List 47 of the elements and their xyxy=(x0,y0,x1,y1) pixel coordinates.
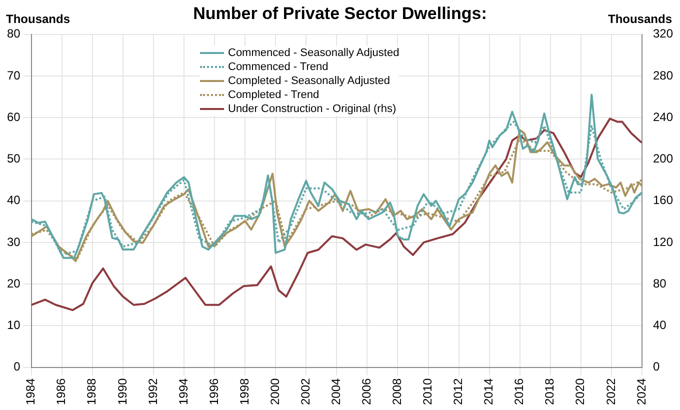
x-tick-label: 2018 xyxy=(542,378,557,406)
y2-tick-label: 280 xyxy=(652,68,674,82)
y-tick-label: 50 xyxy=(6,152,21,166)
legend-label: Completed - Trend xyxy=(228,88,320,102)
y2-tick-label: 40 xyxy=(652,318,667,332)
y-tick-label: 30 xyxy=(6,234,21,249)
y-tick-label: 40 xyxy=(6,193,21,208)
x-tick-label: 1994 xyxy=(176,378,190,406)
x-tick-label: 1988 xyxy=(84,378,99,406)
y-tick-label: 0 xyxy=(14,360,21,374)
x-tick-label: 2000 xyxy=(268,378,282,406)
y2-tick-label: 320 xyxy=(652,26,674,41)
x-tick-label: 1996 xyxy=(206,378,221,406)
x-tick-label: 2012 xyxy=(451,378,466,406)
y2-tick-label: 240 xyxy=(652,110,674,124)
x-tick-label: 1990 xyxy=(115,378,130,406)
y2-axis-title: Thousands xyxy=(608,12,672,26)
legend-label: Completed - Seasonally Adjusted xyxy=(228,74,390,88)
x-tick-label: 2016 xyxy=(512,378,526,406)
x-tick-label: 1986 xyxy=(54,378,68,406)
x-tick-label: 2014 xyxy=(482,378,496,406)
x-tick-label: 1984 xyxy=(24,378,38,406)
x-tick-label: 2008 xyxy=(390,378,404,406)
x-tick-label: 1998 xyxy=(237,378,252,406)
x-tick-label: 2006 xyxy=(360,378,374,406)
x-tick-label: 2002 xyxy=(298,378,312,406)
y-axis-title: Thousands xyxy=(6,12,70,26)
x-tick-label: 2022 xyxy=(604,378,618,406)
legend-label: Commenced - Trend xyxy=(228,60,328,74)
y2-tick-label: 0 xyxy=(652,360,660,374)
legend-label: Under Construction - Original (rhs) xyxy=(228,102,396,116)
x-tick-label: 1992 xyxy=(146,378,160,406)
x-tick-label: 2020 xyxy=(573,378,588,406)
legend-label: Commenced - Seasonally Adjusted xyxy=(228,46,400,60)
y2-tick-label: 80 xyxy=(652,276,667,290)
y-tick-label: 80 xyxy=(6,26,21,41)
y-tick-label: 70 xyxy=(6,68,21,82)
y2-tick-label: 200 xyxy=(652,152,674,166)
x-tick-label: 2004 xyxy=(328,378,343,406)
chart-title: Number of Private Sector Dwellings: xyxy=(193,4,487,23)
x-tick-label: 2024 xyxy=(634,378,648,406)
y2-tick-label: 160 xyxy=(652,193,674,208)
y-tick-label: 20 xyxy=(6,276,21,290)
y-tick-label: 10 xyxy=(6,318,21,332)
x-tick-label: 2010 xyxy=(420,378,435,406)
y2-tick-label: 120 xyxy=(652,234,674,249)
y-tick-label: 60 xyxy=(6,110,21,124)
